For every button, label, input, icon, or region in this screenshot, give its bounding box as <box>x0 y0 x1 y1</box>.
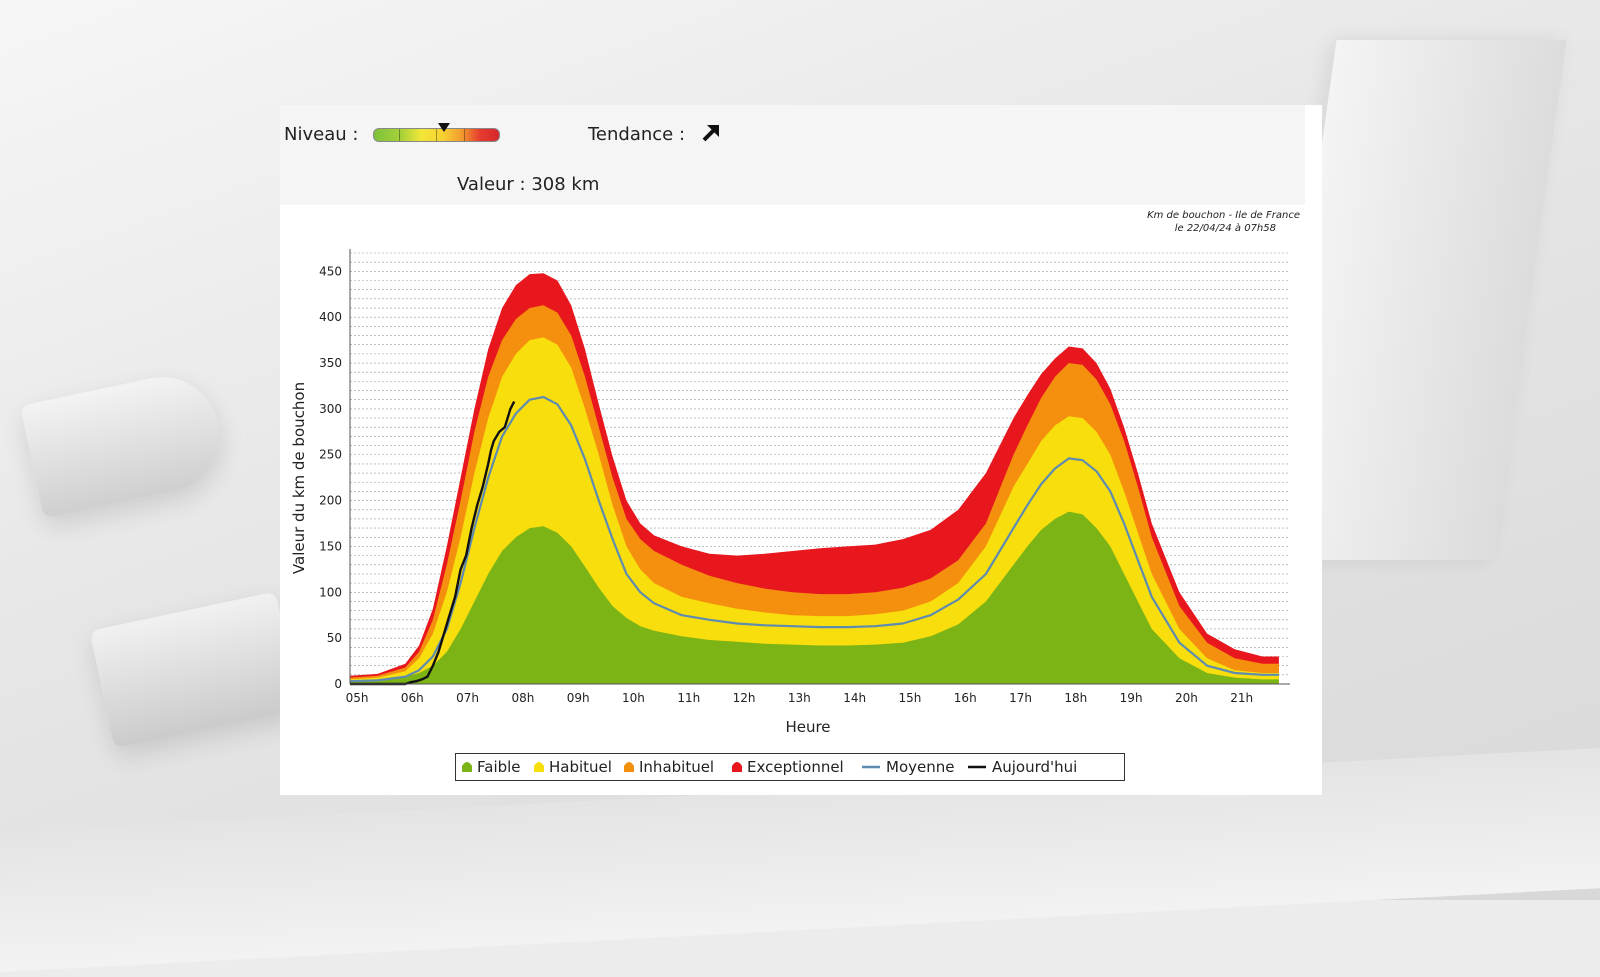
x-tick-label: 07h <box>456 691 479 705</box>
x-tick-label: 10h <box>622 691 645 705</box>
gauge-marker-icon <box>438 123 450 132</box>
legend-label: Moyenne <box>886 758 954 776</box>
area-bands <box>350 273 1279 684</box>
x-tick-label: 08h <box>511 691 534 705</box>
y-tick-label: 350 <box>319 356 342 370</box>
valeur-label: Valeur : 308 km <box>457 174 600 195</box>
y-tick-label: 250 <box>319 448 342 462</box>
x-tick-label: 15h <box>899 691 922 705</box>
y-tick-label: 150 <box>319 539 342 553</box>
y-tick-label: 200 <box>319 494 342 508</box>
level-gauge <box>373 128 500 142</box>
y-tick-label: 300 <box>319 402 342 416</box>
panel-header: Niveau : Tendance : Valeur : 308 km <box>280 105 1305 205</box>
x-tick-label: 12h <box>733 691 756 705</box>
line-aujourdhui <box>350 401 516 686</box>
legend-items: Faible Habituel Inhabituel Exceptionnel Moye… <box>462 758 1077 776</box>
legend-label: Aujourd'hui <box>992 758 1077 776</box>
legend-swatch <box>534 762 544 772</box>
y-tick-label: 0 <box>334 677 342 691</box>
y-tick-label: 100 <box>319 585 342 599</box>
chart-title: Km de bouchon - Ile de France <box>1147 210 1300 221</box>
x-tick-label: 06h <box>401 691 424 705</box>
legend-swatch <box>462 762 472 772</box>
x-tick-label: 19h <box>1120 691 1143 705</box>
y-tick-label: 50 <box>327 631 342 645</box>
traffic-panel: Niveau : Tendance : Valeur : 308 km Km d… <box>280 105 1322 795</box>
y-tick-label: 400 <box>319 310 342 324</box>
x-tick-label: 09h <box>567 691 590 705</box>
legend-label: Faible <box>477 758 521 776</box>
chart-subtitle: le 22/04/24 à 07h58 <box>1175 222 1276 234</box>
axes: 0 50 100 150 200 250 300 350 400 450 05h 06h 07h 08h 0… <box>319 249 1290 705</box>
traffic-chart: Km de bouchon - Ile de France le 22/04/2… <box>290 210 1300 736</box>
y-axis-label: Valeur du km de bouchon <box>290 382 308 574</box>
legend-label: Exceptionnel <box>747 758 844 776</box>
area-band-faible <box>350 511 1279 684</box>
x-tick-label: 16h <box>954 691 977 705</box>
x-tick-label: 11h <box>677 691 700 705</box>
x-axis-label: Heure <box>785 718 830 736</box>
x-tick-label: 21h <box>1230 691 1253 705</box>
legend-label: Inhabituel <box>639 758 714 776</box>
y-tick-label: 450 <box>319 264 342 278</box>
niveau-label: Niveau : <box>284 124 359 145</box>
x-tick-label: 14h <box>843 691 866 705</box>
series-lines <box>349 395 1279 686</box>
legend-swatch <box>624 762 634 772</box>
legend-label: Habituel <box>549 758 612 776</box>
x-tick-label: 20h <box>1175 691 1198 705</box>
x-tick-label: 05h <box>346 691 369 705</box>
x-tick-label: 13h <box>788 691 811 705</box>
x-tick-label: 17h <box>1009 691 1032 705</box>
line-moyenne <box>349 395 1279 683</box>
arrow-up-right-icon <box>702 125 719 142</box>
x-tick-label: 18h <box>1064 691 1087 705</box>
legend: Faible Habituel Inhabituel Exceptionnel Moye… <box>455 753 1125 781</box>
tendance-label: Tendance : <box>588 124 686 145</box>
legend-swatch <box>732 762 742 772</box>
